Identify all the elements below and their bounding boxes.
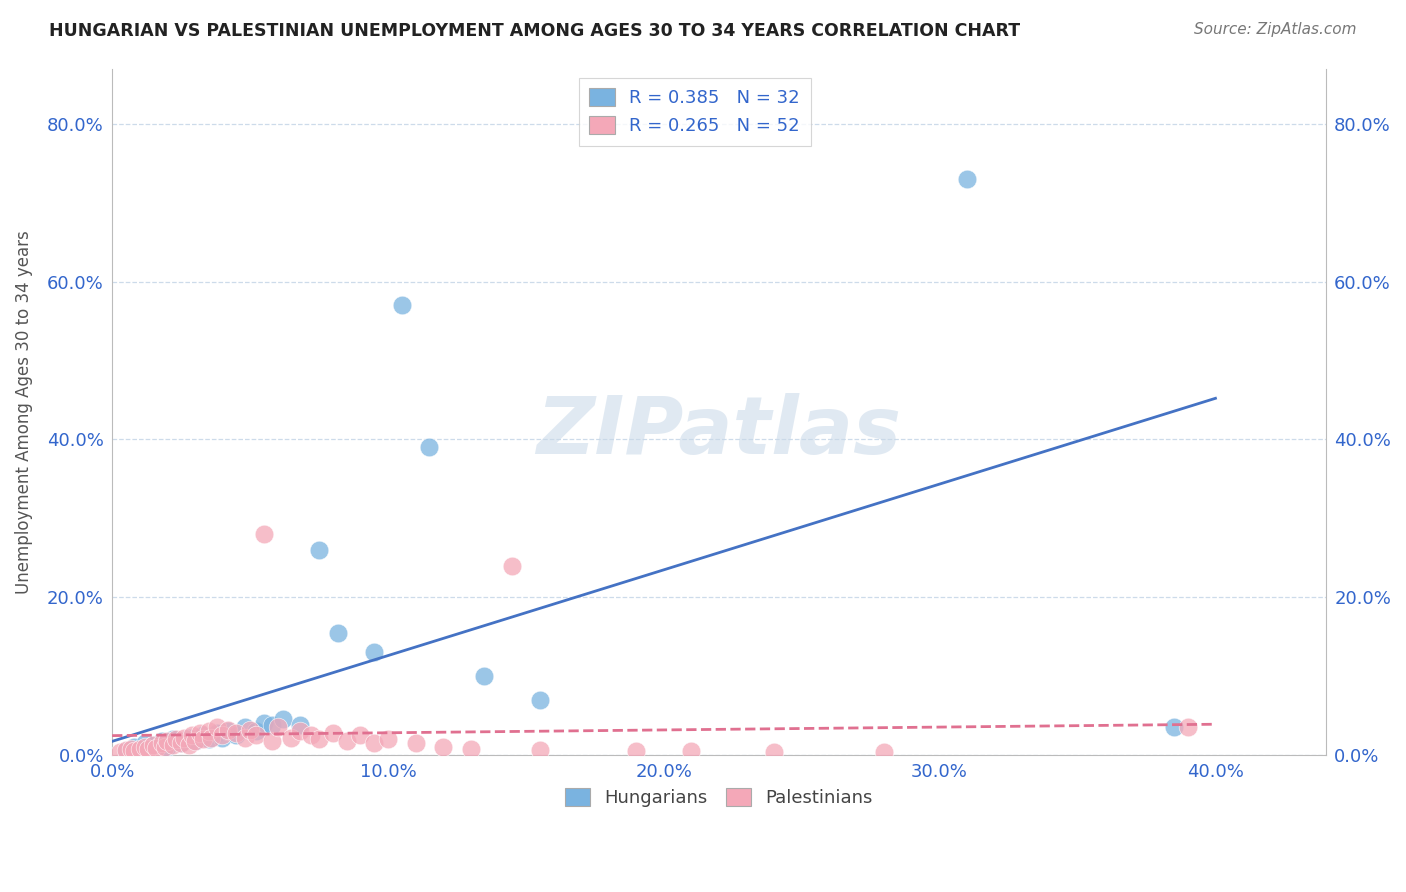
Point	[328, 625, 350, 640]
Point	[956, 172, 979, 186]
Point	[211, 731, 233, 745]
Point	[190, 726, 212, 740]
Text: HUNGARIAN VS PALESTINIAN UNEMPLOYMENT AMONG AGES 30 TO 34 YEARS CORRELATION CHAR: HUNGARIAN VS PALESTINIAN UNEMPLOYMENT AM…	[49, 22, 1021, 40]
Point	[501, 558, 523, 573]
Point	[233, 720, 256, 734]
Point	[763, 745, 786, 759]
Point	[128, 742, 150, 756]
Point	[460, 741, 482, 756]
Point	[225, 728, 247, 742]
Point	[363, 736, 385, 750]
Point	[191, 732, 214, 747]
Point	[349, 728, 371, 742]
Point	[205, 720, 228, 734]
Point	[115, 744, 138, 758]
Point	[308, 542, 330, 557]
Point	[120, 741, 142, 756]
Point	[299, 728, 322, 742]
Point	[280, 731, 302, 745]
Point	[191, 728, 214, 742]
Point	[156, 733, 179, 747]
Point	[377, 732, 399, 747]
Text: Source: ZipAtlas.com: Source: ZipAtlas.com	[1194, 22, 1357, 37]
Point	[1177, 720, 1199, 734]
Point	[184, 733, 207, 747]
Point	[205, 726, 228, 740]
Point	[624, 744, 647, 758]
Point	[197, 732, 219, 747]
Point	[136, 741, 159, 756]
Point	[197, 724, 219, 739]
Point	[474, 669, 496, 683]
Point	[134, 739, 156, 754]
Point	[122, 739, 145, 754]
Point	[873, 745, 896, 759]
Point	[432, 739, 454, 754]
Point	[418, 440, 440, 454]
Point	[245, 728, 267, 742]
Point	[233, 731, 256, 745]
Point	[253, 527, 276, 541]
Point	[288, 718, 311, 732]
Point	[271, 713, 294, 727]
Text: ZIPatlas: ZIPatlas	[537, 393, 901, 471]
Legend: Hungarians, Palestinians: Hungarians, Palestinians	[558, 781, 880, 814]
Point	[1163, 720, 1185, 734]
Point	[179, 739, 201, 753]
Point	[308, 732, 330, 747]
Point	[681, 744, 703, 758]
Point	[128, 741, 150, 756]
Point	[156, 739, 179, 754]
Point	[363, 645, 385, 659]
Point	[211, 728, 233, 742]
Y-axis label: Unemployment Among Ages 30 to 34 years: Unemployment Among Ages 30 to 34 years	[15, 230, 32, 593]
Point	[115, 743, 138, 757]
Point	[142, 739, 165, 753]
Point	[225, 726, 247, 740]
Point	[288, 724, 311, 739]
Point	[145, 740, 167, 755]
Point	[262, 733, 284, 747]
Point	[217, 724, 239, 739]
Point	[529, 743, 551, 757]
Point	[150, 736, 173, 750]
Point	[335, 733, 357, 747]
Point	[162, 732, 184, 747]
Point	[184, 733, 207, 747]
Point	[253, 716, 276, 731]
Point	[150, 733, 173, 747]
Point	[529, 692, 551, 706]
Point	[162, 739, 184, 753]
Point	[239, 723, 262, 737]
Point	[173, 731, 195, 745]
Point	[217, 723, 239, 737]
Point	[181, 728, 204, 742]
Point	[134, 736, 156, 750]
Point	[170, 736, 193, 750]
Point	[165, 732, 187, 747]
Point	[179, 731, 201, 745]
Point	[122, 744, 145, 758]
Point	[391, 298, 413, 312]
Point	[405, 736, 427, 750]
Point	[322, 726, 344, 740]
Point	[266, 720, 288, 734]
Point	[153, 739, 176, 754]
Point	[200, 731, 222, 745]
Point	[142, 739, 165, 753]
Point	[170, 736, 193, 750]
Point	[110, 745, 132, 759]
Point	[262, 718, 284, 732]
Point	[245, 724, 267, 739]
